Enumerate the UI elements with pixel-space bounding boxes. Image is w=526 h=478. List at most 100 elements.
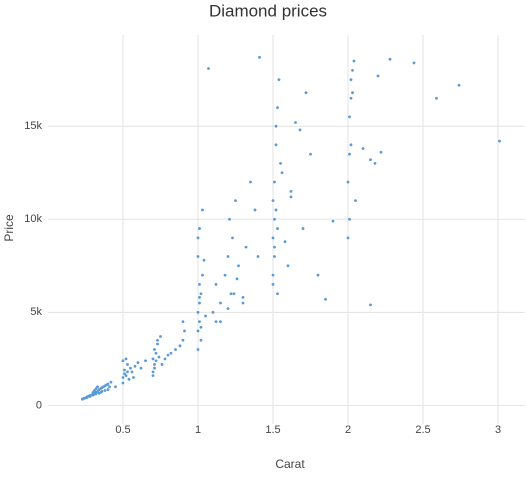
point — [348, 115, 351, 119]
point — [214, 320, 218, 324]
point — [279, 162, 282, 165]
y-tick-label: 15k — [24, 120, 42, 132]
point — [361, 147, 365, 150]
x-axis-title: Carat — [275, 457, 305, 471]
point — [154, 359, 158, 363]
point — [163, 357, 167, 361]
point — [274, 143, 278, 147]
point — [114, 385, 117, 389]
point — [151, 370, 155, 374]
point — [96, 390, 99, 393]
point — [354, 199, 357, 203]
point — [346, 236, 350, 240]
point — [198, 296, 201, 299]
point — [199, 292, 203, 296]
point — [94, 392, 98, 396]
point — [280, 171, 284, 175]
point — [106, 382, 110, 386]
point — [241, 301, 245, 305]
point — [301, 227, 305, 230]
point — [228, 217, 231, 221]
point — [241, 296, 245, 299]
point — [258, 55, 261, 59]
point — [96, 385, 99, 389]
point — [157, 355, 161, 359]
point — [121, 376, 125, 379]
point — [249, 180, 252, 184]
point — [132, 376, 135, 379]
point — [169, 351, 173, 355]
point — [151, 357, 155, 361]
point — [348, 217, 351, 221]
x-tick-label: 3 — [495, 424, 501, 436]
y-tick-label: 0 — [36, 399, 42, 411]
point — [201, 273, 204, 277]
point — [283, 240, 287, 243]
point — [273, 245, 276, 249]
point — [133, 364, 137, 368]
point — [457, 83, 461, 87]
point — [106, 388, 110, 391]
point — [166, 353, 170, 357]
point — [271, 283, 275, 286]
point — [351, 68, 354, 72]
point — [271, 273, 275, 277]
point — [274, 208, 278, 212]
point — [151, 374, 155, 378]
point — [121, 359, 125, 363]
point — [126, 363, 129, 366]
point — [100, 390, 104, 393]
grid — [48, 35, 525, 424]
point — [289, 195, 293, 199]
point — [235, 277, 239, 281]
point — [181, 320, 185, 324]
point — [85, 396, 89, 399]
point — [129, 366, 132, 370]
point — [273, 217, 276, 221]
point — [435, 96, 438, 100]
point — [331, 219, 335, 223]
point — [324, 297, 327, 301]
point — [214, 283, 218, 286]
point — [294, 121, 297, 124]
point — [139, 366, 143, 370]
point — [159, 335, 162, 338]
point — [498, 139, 501, 143]
point — [123, 368, 126, 372]
point — [289, 189, 293, 193]
point — [124, 374, 128, 378]
point — [277, 78, 281, 82]
x-tick-label: 2.5 — [415, 424, 430, 436]
point — [199, 325, 203, 329]
point — [123, 372, 126, 376]
point — [232, 292, 236, 296]
point — [348, 152, 351, 156]
point — [153, 348, 156, 351]
point — [202, 258, 206, 262]
points — [81, 55, 501, 401]
point — [88, 395, 92, 398]
point — [276, 227, 279, 230]
point — [153, 363, 156, 366]
point — [154, 351, 158, 355]
point — [316, 273, 320, 277]
point — [234, 199, 237, 203]
point — [204, 314, 207, 318]
point — [369, 158, 372, 162]
y-axis-title: Price — [2, 214, 16, 242]
point — [352, 59, 356, 63]
point — [196, 236, 200, 240]
point — [160, 363, 164, 366]
point — [244, 245, 248, 249]
point — [276, 292, 279, 296]
point — [127, 377, 131, 381]
point — [223, 273, 227, 277]
point — [144, 359, 147, 363]
point — [201, 208, 204, 212]
point — [256, 255, 260, 258]
point — [126, 370, 129, 374]
point — [253, 208, 257, 212]
point — [219, 320, 222, 324]
point — [286, 264, 290, 268]
